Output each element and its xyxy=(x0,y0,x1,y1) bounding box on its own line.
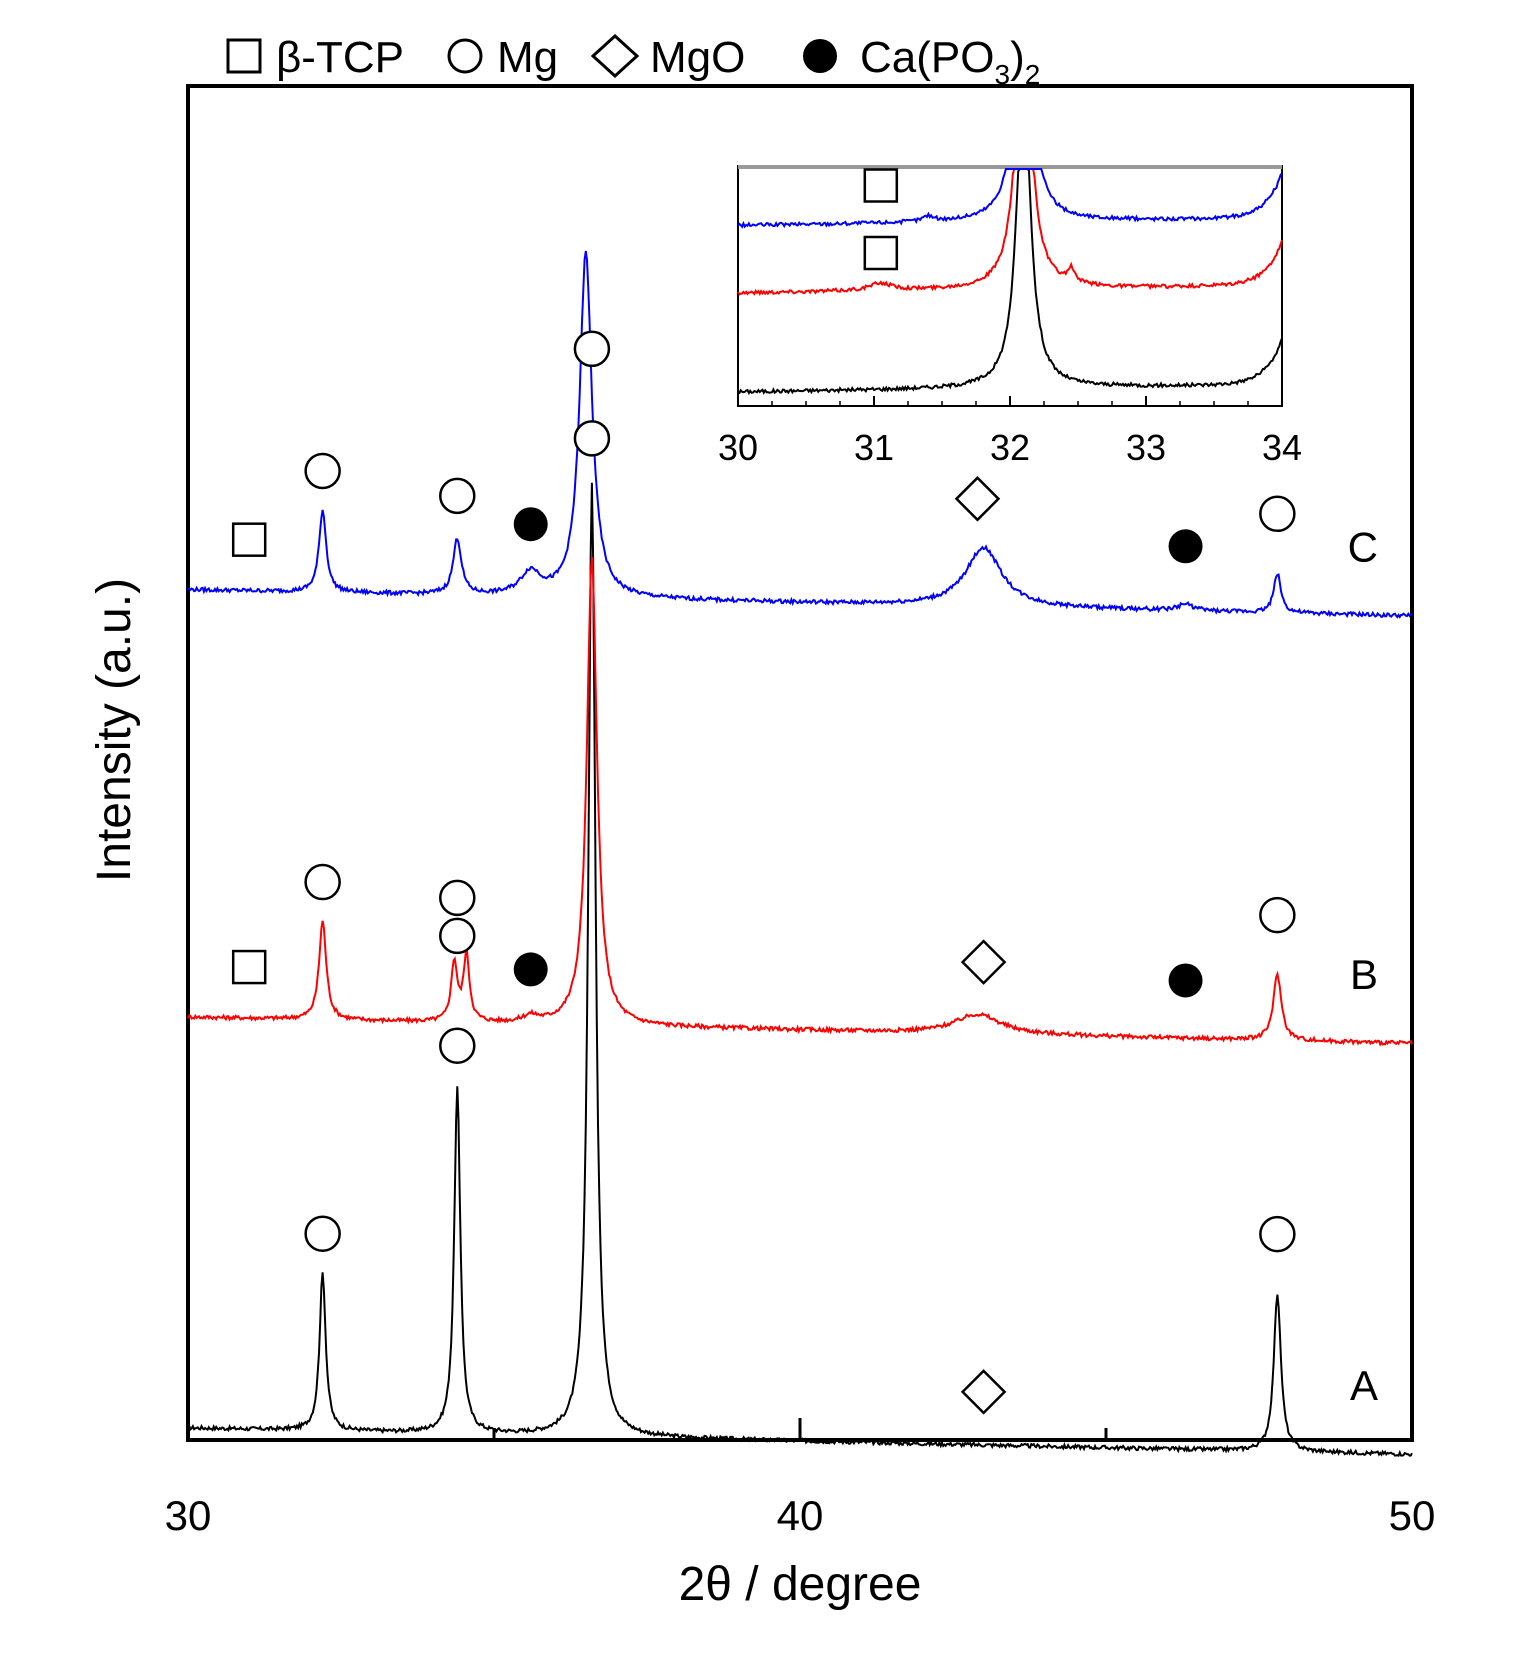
peak-markers xyxy=(231,330,1296,1415)
inset-markers xyxy=(863,168,899,271)
peak-marker-filled-circle xyxy=(1168,963,1203,998)
inset-x-tick-label: 32 xyxy=(990,427,1030,468)
inset-x-tick-label: 34 xyxy=(1262,427,1302,468)
peak-marker-open-square xyxy=(231,949,267,985)
series-line-A xyxy=(187,482,1413,1458)
inset-series-group xyxy=(737,168,1283,396)
main-axes xyxy=(186,84,1414,1442)
inset-chart: 30 31 32 33 34 xyxy=(718,165,1302,468)
legend-label-mgo: MgO xyxy=(650,33,745,82)
x-tick-label: 50 xyxy=(1389,1492,1436,1539)
peak-marker-open-circle xyxy=(304,863,341,901)
legend-marker-mgo xyxy=(590,33,640,79)
inset-x-ticks: 30 31 32 33 34 xyxy=(718,396,1302,468)
inset-x-tick-label: 31 xyxy=(854,427,894,468)
peak-marker-open-circle xyxy=(439,477,476,515)
inset-series-line-B xyxy=(737,168,1283,296)
peak-marker-filled-circle xyxy=(513,952,548,987)
series-line-B xyxy=(187,557,1413,1047)
peak-marker-open-circle xyxy=(1259,896,1296,934)
series-labels: A B C xyxy=(1348,524,1378,1409)
legend-marker-beta-tcp xyxy=(226,38,262,74)
inset-x-tick-label: 33 xyxy=(1126,427,1166,468)
inset-x-tick-label: 30 xyxy=(718,427,758,468)
series-label-C: C xyxy=(1348,524,1378,571)
x-tick-label: 30 xyxy=(165,1492,212,1539)
plot-frame xyxy=(186,84,1414,1442)
peak-marker-open-diamond xyxy=(960,1369,1007,1415)
series-label-A: A xyxy=(1350,1362,1378,1409)
inset-series-line-A xyxy=(737,168,1283,396)
legend-label-beta-tcp: β-TCP xyxy=(276,33,404,82)
peak-marker-open-circle xyxy=(439,917,476,955)
peak-marker-open-circle xyxy=(573,420,611,457)
x-axis-label: 2θ / degree xyxy=(679,1558,922,1611)
peak-marker-open-diamond xyxy=(954,476,1001,522)
inset-series-line-C xyxy=(737,168,1283,229)
inset-marker-open-square xyxy=(863,235,899,271)
series-group xyxy=(187,250,1413,1458)
x-ticks: 30 40 50 xyxy=(165,1418,1436,1539)
peak-marker-filled-circle xyxy=(513,507,548,542)
inset-marker-open-square xyxy=(863,168,899,203)
peak-marker-open-circle xyxy=(304,1215,341,1252)
x-tick-label: 40 xyxy=(777,1492,824,1539)
peak-marker-open-circle xyxy=(1259,1215,1296,1253)
peak-marker-open-circle xyxy=(1259,495,1296,533)
peak-marker-open-circle xyxy=(439,879,476,917)
y-axis-label: Intensity (a.u.) xyxy=(88,578,141,882)
series-line-C xyxy=(187,250,1413,619)
peak-marker-open-diamond xyxy=(960,939,1007,985)
legend: β-TCP Mg MgO Ca(PO3)2 xyxy=(226,33,1040,90)
legend-marker-ca-po3-2 xyxy=(803,39,837,73)
legend-marker-mg xyxy=(447,38,483,74)
series-label-B: B xyxy=(1350,951,1378,998)
peak-marker-open-square xyxy=(231,522,267,557)
peak-marker-open-circle xyxy=(439,1027,476,1064)
legend-label-ca-po3-2: Ca(PO3)2 xyxy=(860,33,1040,90)
peak-marker-open-circle xyxy=(573,330,611,368)
peak-marker-open-circle xyxy=(304,452,341,490)
legend-label-mg: Mg xyxy=(497,33,558,82)
peak-marker-filled-circle xyxy=(1168,529,1203,564)
